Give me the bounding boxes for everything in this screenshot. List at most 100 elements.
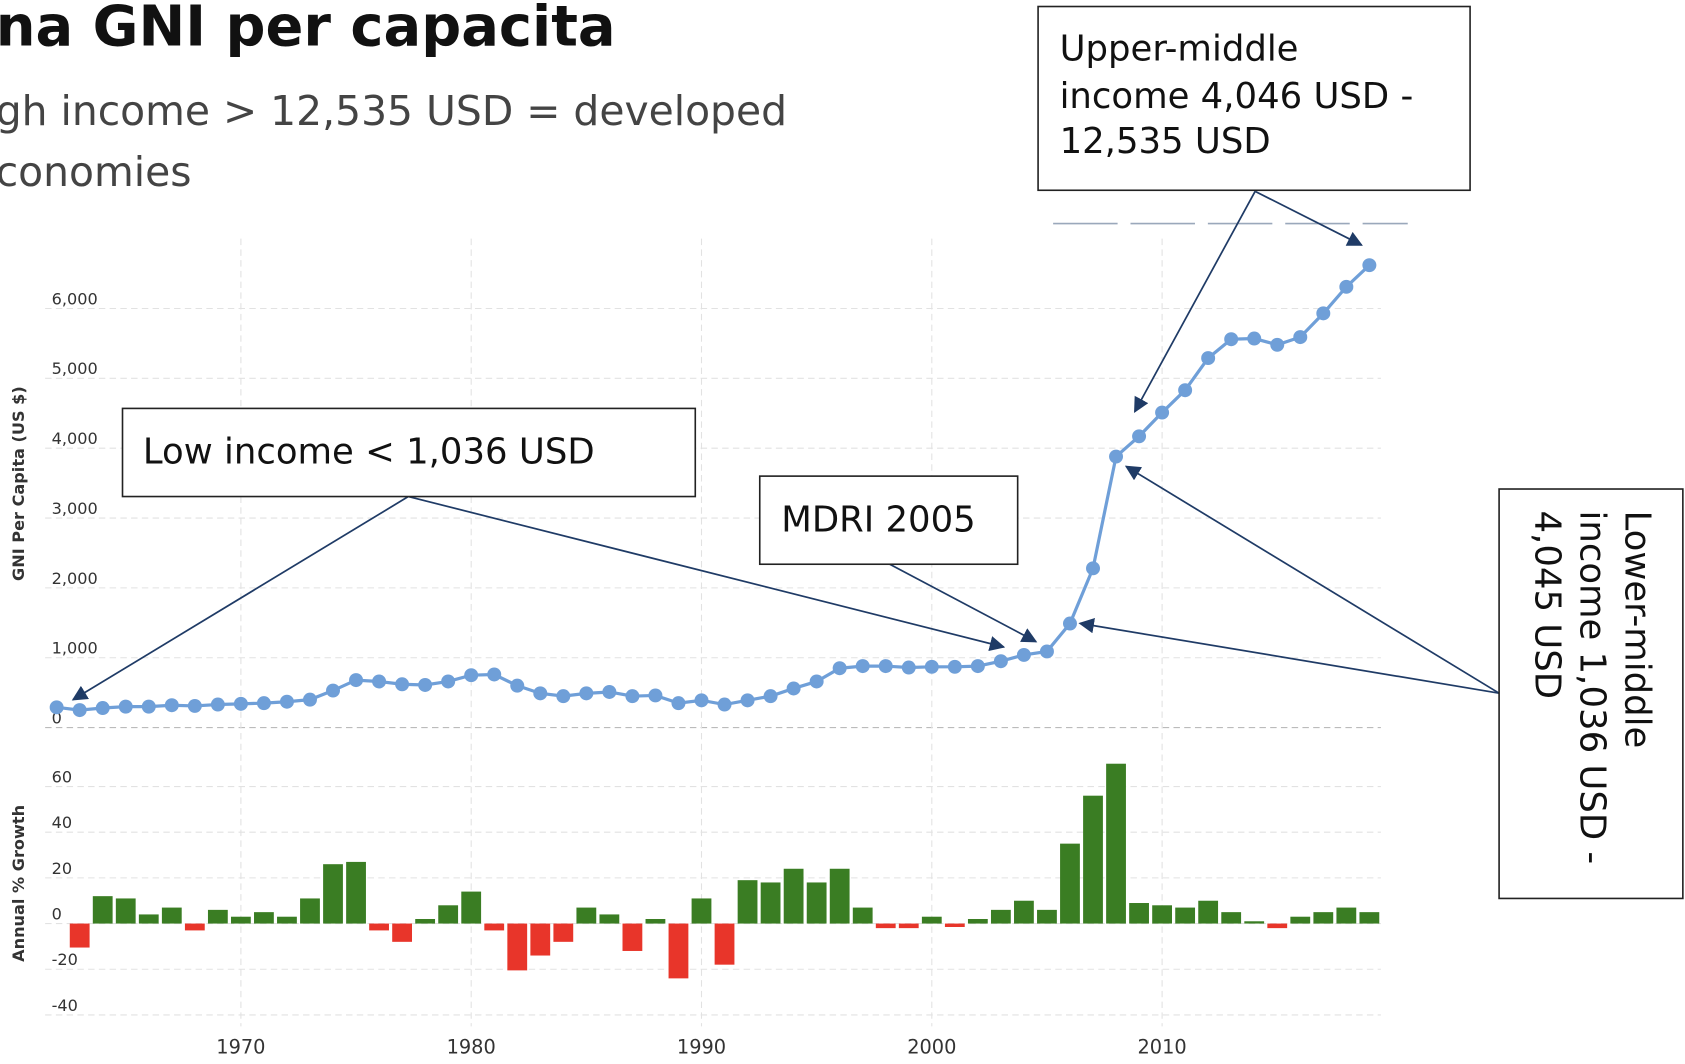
point [878, 659, 893, 674]
point [947, 659, 962, 674]
bar [1175, 907, 1196, 924]
y-axis-label: GNI Per Capita (US $) [9, 386, 28, 581]
point [464, 668, 479, 683]
bar [967, 918, 988, 924]
annotation-box [121, 407, 697, 498]
bar [1129, 903, 1149, 924]
point [648, 688, 663, 703]
point [602, 684, 617, 699]
point [164, 698, 179, 713]
y-axis-label: Annual % Growth [9, 805, 28, 962]
bar [875, 923, 896, 929]
point [763, 689, 778, 704]
bar [69, 923, 90, 948]
point [510, 678, 525, 693]
point [786, 681, 801, 696]
point [993, 654, 1008, 669]
bar [737, 880, 758, 924]
bar [507, 923, 528, 971]
bar [438, 905, 459, 924]
y-tick-label: 4,000 [52, 429, 98, 448]
point [740, 693, 755, 708]
bar [760, 882, 781, 924]
annotation: Upper-middle [1060, 29, 1299, 70]
point [579, 686, 594, 701]
point [141, 699, 156, 714]
annotations: Low income < 1,036 USD MDRI 2005 Upper-m… [71, 5, 1684, 900]
point [1224, 332, 1239, 347]
point [1178, 383, 1193, 398]
annotation: Low income < 1,036 USD [143, 432, 595, 473]
annotation-box [1037, 5, 1471, 192]
point [924, 659, 939, 674]
bar [1198, 900, 1219, 924]
point [1316, 306, 1331, 321]
bar [369, 923, 389, 931]
x-tick-label: 1970 [216, 1035, 265, 1058]
bar [1359, 912, 1380, 924]
bar [622, 923, 643, 951]
y-tick-label: 3,000 [52, 499, 98, 518]
bar [1037, 909, 1057, 924]
bar [668, 923, 689, 979]
grid-layer: 0 1,000 2,000 3,000 4,000 5,000 6,000 -40 -20 0 20… [45, 238, 1381, 1058]
point [487, 667, 502, 682]
point [187, 698, 202, 713]
bar [323, 864, 343, 924]
marks [49, 258, 1380, 979]
bar [1313, 912, 1334, 924]
point [118, 699, 133, 714]
point [49, 700, 64, 715]
bar [254, 912, 274, 924]
y-tick-label: 5,000 [52, 359, 98, 378]
bar [392, 923, 413, 942]
bar [1336, 907, 1357, 924]
point [72, 703, 87, 718]
annotation: 4,045 USD [1526, 511, 1567, 700]
bar [990, 909, 1011, 924]
bar [346, 861, 366, 924]
bar [415, 918, 436, 924]
y-tick-label: 2,000 [52, 569, 98, 588]
bar [1152, 905, 1172, 924]
bar [207, 909, 228, 924]
subtitle: conomies [0, 148, 191, 196]
bar [852, 907, 873, 924]
bar [691, 898, 712, 924]
annotation: income 1,036 USD - [1571, 511, 1612, 865]
point [901, 660, 916, 675]
point [855, 659, 870, 674]
point [441, 674, 456, 689]
point [970, 659, 985, 674]
point [395, 677, 410, 692]
bar [599, 914, 620, 924]
bar [230, 916, 251, 924]
point [1062, 616, 1077, 631]
point [671, 696, 686, 711]
bar [1060, 843, 1080, 924]
y-tick-label: 40 [52, 813, 72, 832]
bar [277, 916, 297, 924]
point [1086, 561, 1100, 576]
bar [92, 896, 113, 924]
point [1039, 644, 1054, 659]
bar [461, 891, 482, 924]
point [302, 692, 317, 707]
bar [553, 923, 574, 942]
point [556, 689, 571, 704]
bar [1014, 900, 1034, 924]
bar [1106, 763, 1126, 924]
x-tick-label: 2010 [1137, 1035, 1186, 1058]
x-tick-label: 1990 [677, 1035, 726, 1058]
point [533, 686, 548, 701]
point [418, 677, 433, 692]
point [372, 674, 387, 689]
line [56, 263, 1371, 712]
point [1201, 351, 1216, 366]
point [1339, 279, 1354, 294]
arrow [1078, 618, 1500, 695]
bar [138, 914, 159, 924]
y-tick-label: 60 [52, 767, 72, 786]
y-tick-label: -20 [52, 950, 78, 969]
